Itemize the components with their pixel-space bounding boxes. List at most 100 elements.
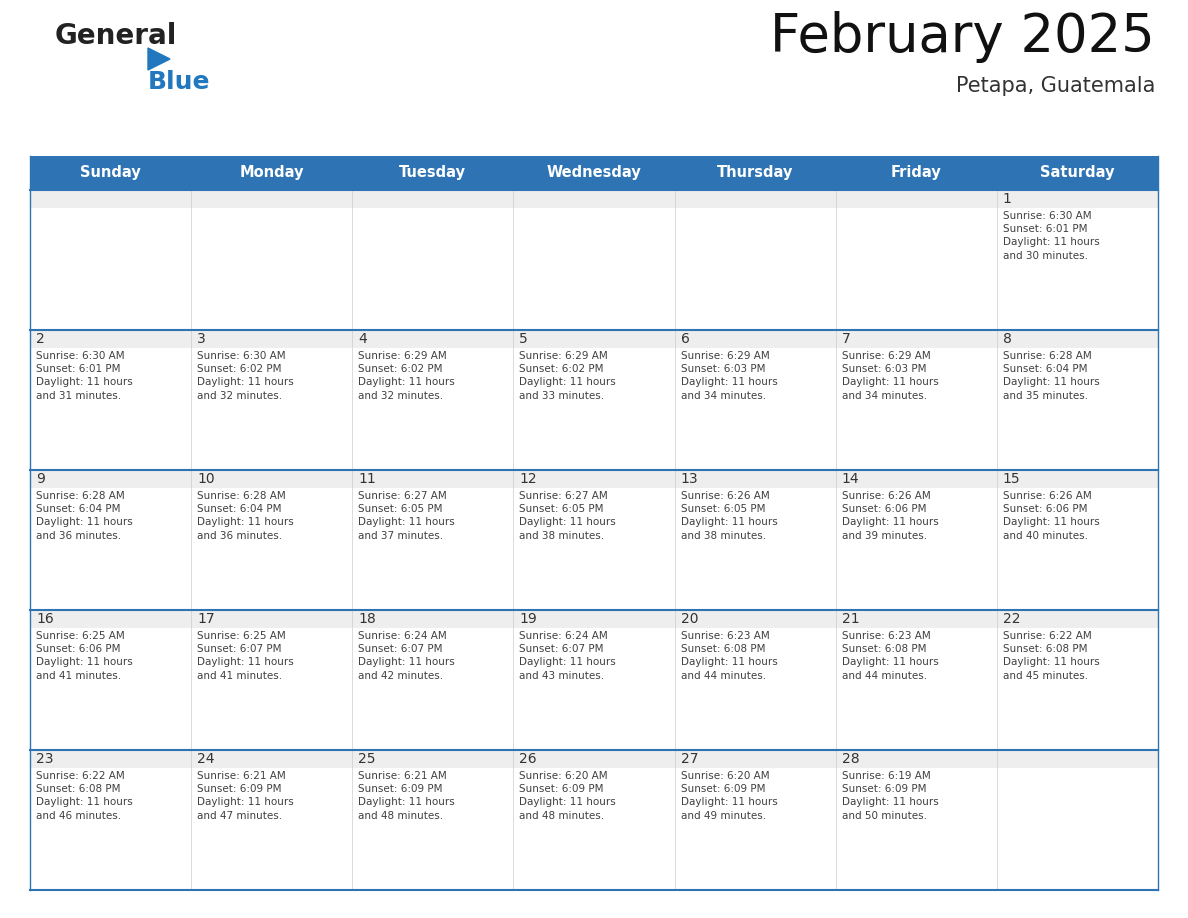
Text: Sunrise: 6:29 AM
Sunset: 6:02 PM
Daylight: 11 hours
and 33 minutes.: Sunrise: 6:29 AM Sunset: 6:02 PM Dayligh… — [519, 351, 617, 400]
Text: Saturday: Saturday — [1041, 165, 1114, 181]
Text: 26: 26 — [519, 752, 537, 766]
Text: Friday: Friday — [891, 165, 942, 181]
Bar — [835, 330, 997, 470]
Text: 27: 27 — [681, 752, 699, 766]
Text: Sunrise: 6:23 AM
Sunset: 6:08 PM
Daylight: 11 hours
and 44 minutes.: Sunrise: 6:23 AM Sunset: 6:08 PM Dayligh… — [842, 631, 939, 680]
Bar — [997, 470, 1158, 610]
Bar — [513, 470, 675, 488]
Text: 12: 12 — [519, 472, 537, 486]
Text: Sunrise: 6:29 AM
Sunset: 6:02 PM
Daylight: 11 hours
and 32 minutes.: Sunrise: 6:29 AM Sunset: 6:02 PM Dayligh… — [359, 351, 455, 400]
Bar — [835, 330, 997, 348]
Bar — [191, 190, 353, 330]
Bar — [353, 330, 513, 348]
Text: 23: 23 — [36, 752, 53, 766]
Bar — [675, 750, 835, 890]
Bar — [835, 470, 997, 610]
Bar — [30, 156, 1158, 190]
Bar — [997, 470, 1158, 488]
Text: 8: 8 — [1003, 332, 1012, 346]
Bar — [353, 610, 513, 628]
Text: 11: 11 — [359, 472, 377, 486]
Text: Sunrise: 6:26 AM
Sunset: 6:05 PM
Daylight: 11 hours
and 38 minutes.: Sunrise: 6:26 AM Sunset: 6:05 PM Dayligh… — [681, 491, 777, 541]
Text: Sunrise: 6:29 AM
Sunset: 6:03 PM
Daylight: 11 hours
and 34 minutes.: Sunrise: 6:29 AM Sunset: 6:03 PM Dayligh… — [681, 351, 777, 400]
Text: Sunrise: 6:30 AM
Sunset: 6:02 PM
Daylight: 11 hours
and 32 minutes.: Sunrise: 6:30 AM Sunset: 6:02 PM Dayligh… — [197, 351, 293, 400]
Bar — [675, 470, 835, 610]
Bar — [997, 190, 1158, 208]
Bar — [675, 470, 835, 488]
Bar — [191, 190, 353, 208]
Bar — [675, 750, 835, 768]
Bar — [353, 750, 513, 768]
Bar — [353, 470, 513, 488]
Text: February 2025: February 2025 — [770, 11, 1155, 63]
Text: 15: 15 — [1003, 472, 1020, 486]
Text: 28: 28 — [842, 752, 859, 766]
Bar — [997, 610, 1158, 628]
Bar — [675, 610, 835, 628]
Text: Sunrise: 6:26 AM
Sunset: 6:06 PM
Daylight: 11 hours
and 40 minutes.: Sunrise: 6:26 AM Sunset: 6:06 PM Dayligh… — [1003, 491, 1100, 541]
Bar — [997, 330, 1158, 348]
Bar — [191, 750, 353, 890]
Text: 2: 2 — [36, 332, 45, 346]
Text: Sunrise: 6:26 AM
Sunset: 6:06 PM
Daylight: 11 hours
and 39 minutes.: Sunrise: 6:26 AM Sunset: 6:06 PM Dayligh… — [842, 491, 939, 541]
Bar — [835, 470, 997, 488]
Text: 6: 6 — [681, 332, 689, 346]
Text: Tuesday: Tuesday — [399, 165, 467, 181]
Bar — [997, 750, 1158, 890]
Text: 13: 13 — [681, 472, 699, 486]
Text: Sunrise: 6:22 AM
Sunset: 6:08 PM
Daylight: 11 hours
and 46 minutes.: Sunrise: 6:22 AM Sunset: 6:08 PM Dayligh… — [36, 771, 133, 821]
Bar — [675, 330, 835, 348]
Bar — [513, 190, 675, 208]
Bar — [675, 330, 835, 470]
Text: 21: 21 — [842, 612, 859, 626]
Text: Sunrise: 6:22 AM
Sunset: 6:08 PM
Daylight: 11 hours
and 45 minutes.: Sunrise: 6:22 AM Sunset: 6:08 PM Dayligh… — [1003, 631, 1100, 680]
Bar — [30, 470, 191, 488]
Text: 7: 7 — [842, 332, 851, 346]
Text: Sunrise: 6:30 AM
Sunset: 6:01 PM
Daylight: 11 hours
and 30 minutes.: Sunrise: 6:30 AM Sunset: 6:01 PM Dayligh… — [1003, 211, 1100, 261]
Text: Sunrise: 6:20 AM
Sunset: 6:09 PM
Daylight: 11 hours
and 49 minutes.: Sunrise: 6:20 AM Sunset: 6:09 PM Dayligh… — [681, 771, 777, 821]
Text: Wednesday: Wednesday — [546, 165, 642, 181]
Text: Sunrise: 6:28 AM
Sunset: 6:04 PM
Daylight: 11 hours
and 35 minutes.: Sunrise: 6:28 AM Sunset: 6:04 PM Dayligh… — [1003, 351, 1100, 400]
Bar — [353, 190, 513, 330]
Bar — [30, 750, 191, 890]
Text: Sunrise: 6:25 AM
Sunset: 6:07 PM
Daylight: 11 hours
and 41 minutes.: Sunrise: 6:25 AM Sunset: 6:07 PM Dayligh… — [197, 631, 293, 680]
Bar — [30, 610, 191, 628]
Text: 18: 18 — [359, 612, 377, 626]
Text: Sunrise: 6:27 AM
Sunset: 6:05 PM
Daylight: 11 hours
and 37 minutes.: Sunrise: 6:27 AM Sunset: 6:05 PM Dayligh… — [359, 491, 455, 541]
Text: Sunrise: 6:28 AM
Sunset: 6:04 PM
Daylight: 11 hours
and 36 minutes.: Sunrise: 6:28 AM Sunset: 6:04 PM Dayligh… — [197, 491, 293, 541]
Bar — [835, 610, 997, 750]
Text: Sunrise: 6:27 AM
Sunset: 6:05 PM
Daylight: 11 hours
and 38 minutes.: Sunrise: 6:27 AM Sunset: 6:05 PM Dayligh… — [519, 491, 617, 541]
Bar — [675, 610, 835, 750]
Bar — [30, 470, 191, 610]
Text: Petapa, Guatemala: Petapa, Guatemala — [955, 76, 1155, 96]
Bar — [191, 330, 353, 348]
Bar — [997, 190, 1158, 330]
Text: 4: 4 — [359, 332, 367, 346]
Bar — [997, 610, 1158, 750]
Bar — [835, 750, 997, 890]
Text: Thursday: Thursday — [716, 165, 794, 181]
Text: 17: 17 — [197, 612, 215, 626]
Text: 20: 20 — [681, 612, 699, 626]
Text: 19: 19 — [519, 612, 537, 626]
Bar — [353, 190, 513, 208]
Bar — [997, 750, 1158, 768]
Text: Sunday: Sunday — [81, 165, 141, 181]
Bar — [353, 470, 513, 610]
Bar — [30, 330, 191, 348]
Text: Sunrise: 6:29 AM
Sunset: 6:03 PM
Daylight: 11 hours
and 34 minutes.: Sunrise: 6:29 AM Sunset: 6:03 PM Dayligh… — [842, 351, 939, 400]
Bar — [835, 750, 997, 768]
Bar — [191, 470, 353, 488]
Bar — [513, 610, 675, 750]
Bar — [191, 610, 353, 628]
Bar — [513, 610, 675, 628]
Text: 22: 22 — [1003, 612, 1020, 626]
Text: Sunrise: 6:25 AM
Sunset: 6:06 PM
Daylight: 11 hours
and 41 minutes.: Sunrise: 6:25 AM Sunset: 6:06 PM Dayligh… — [36, 631, 133, 680]
Text: Sunrise: 6:20 AM
Sunset: 6:09 PM
Daylight: 11 hours
and 48 minutes.: Sunrise: 6:20 AM Sunset: 6:09 PM Dayligh… — [519, 771, 617, 821]
Bar — [675, 190, 835, 208]
Bar — [997, 330, 1158, 470]
Text: General: General — [55, 22, 177, 50]
Bar — [835, 610, 997, 628]
Text: Sunrise: 6:24 AM
Sunset: 6:07 PM
Daylight: 11 hours
and 42 minutes.: Sunrise: 6:24 AM Sunset: 6:07 PM Dayligh… — [359, 631, 455, 680]
Bar — [30, 190, 191, 330]
